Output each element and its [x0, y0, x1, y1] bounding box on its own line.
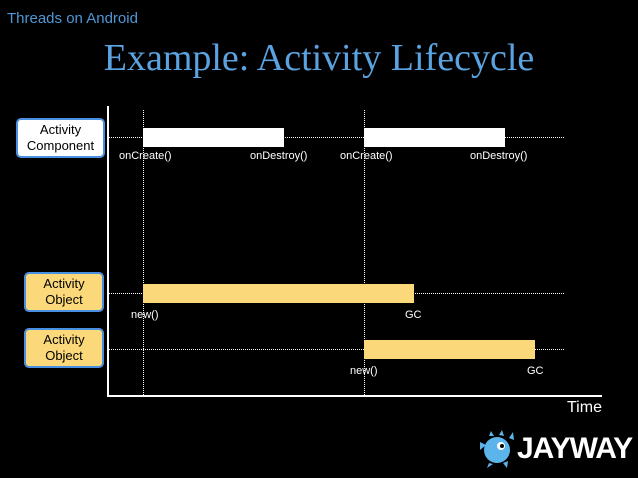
activity-object-label-2: Activity Object [24, 328, 104, 368]
guide-line-first-create [143, 110, 144, 395]
label-line: Component [26, 138, 95, 153]
label-line: Activity [43, 332, 85, 347]
pufferfish-icon [480, 430, 514, 468]
time-axis-label: Time [567, 399, 602, 416]
event-gc-2: GC [527, 365, 544, 377]
label-line: Object [45, 348, 83, 363]
label-line: Activity [39, 122, 82, 137]
event-oncreate-2: onCreate() [340, 150, 393, 162]
activity-object-label-1: Activity Object [24, 272, 104, 312]
event-new-1: new() [131, 309, 159, 321]
event-ondestroy-2: onDestroy() [470, 150, 528, 162]
activity-component-label: Activity Component [16, 118, 105, 158]
lane-component [109, 137, 564, 138]
guide-line-second-create [364, 110, 365, 395]
label-line: Activity [43, 276, 85, 291]
lane-object-2 [109, 349, 564, 350]
object-bar-2 [364, 340, 535, 359]
label-line: Object [45, 292, 83, 307]
event-oncreate-1: onCreate() [119, 150, 172, 162]
object-bar-1 [143, 284, 414, 303]
event-gc-1: GC [405, 309, 422, 321]
slide-subtitle: Threads on Android [7, 10, 138, 27]
jayway-logo: JAYWAY [477, 428, 633, 472]
component-bar-2 [364, 128, 505, 147]
jayway-logo-text: JAYWAY [517, 432, 633, 465]
component-bar-1 [143, 128, 284, 147]
x-axis [107, 395, 602, 397]
y-axis [107, 106, 109, 397]
event-ondestroy-1: onDestroy() [250, 150, 308, 162]
slide-title: Example: Activity Lifecycle [103, 37, 535, 79]
event-new-2: new() [350, 365, 378, 377]
